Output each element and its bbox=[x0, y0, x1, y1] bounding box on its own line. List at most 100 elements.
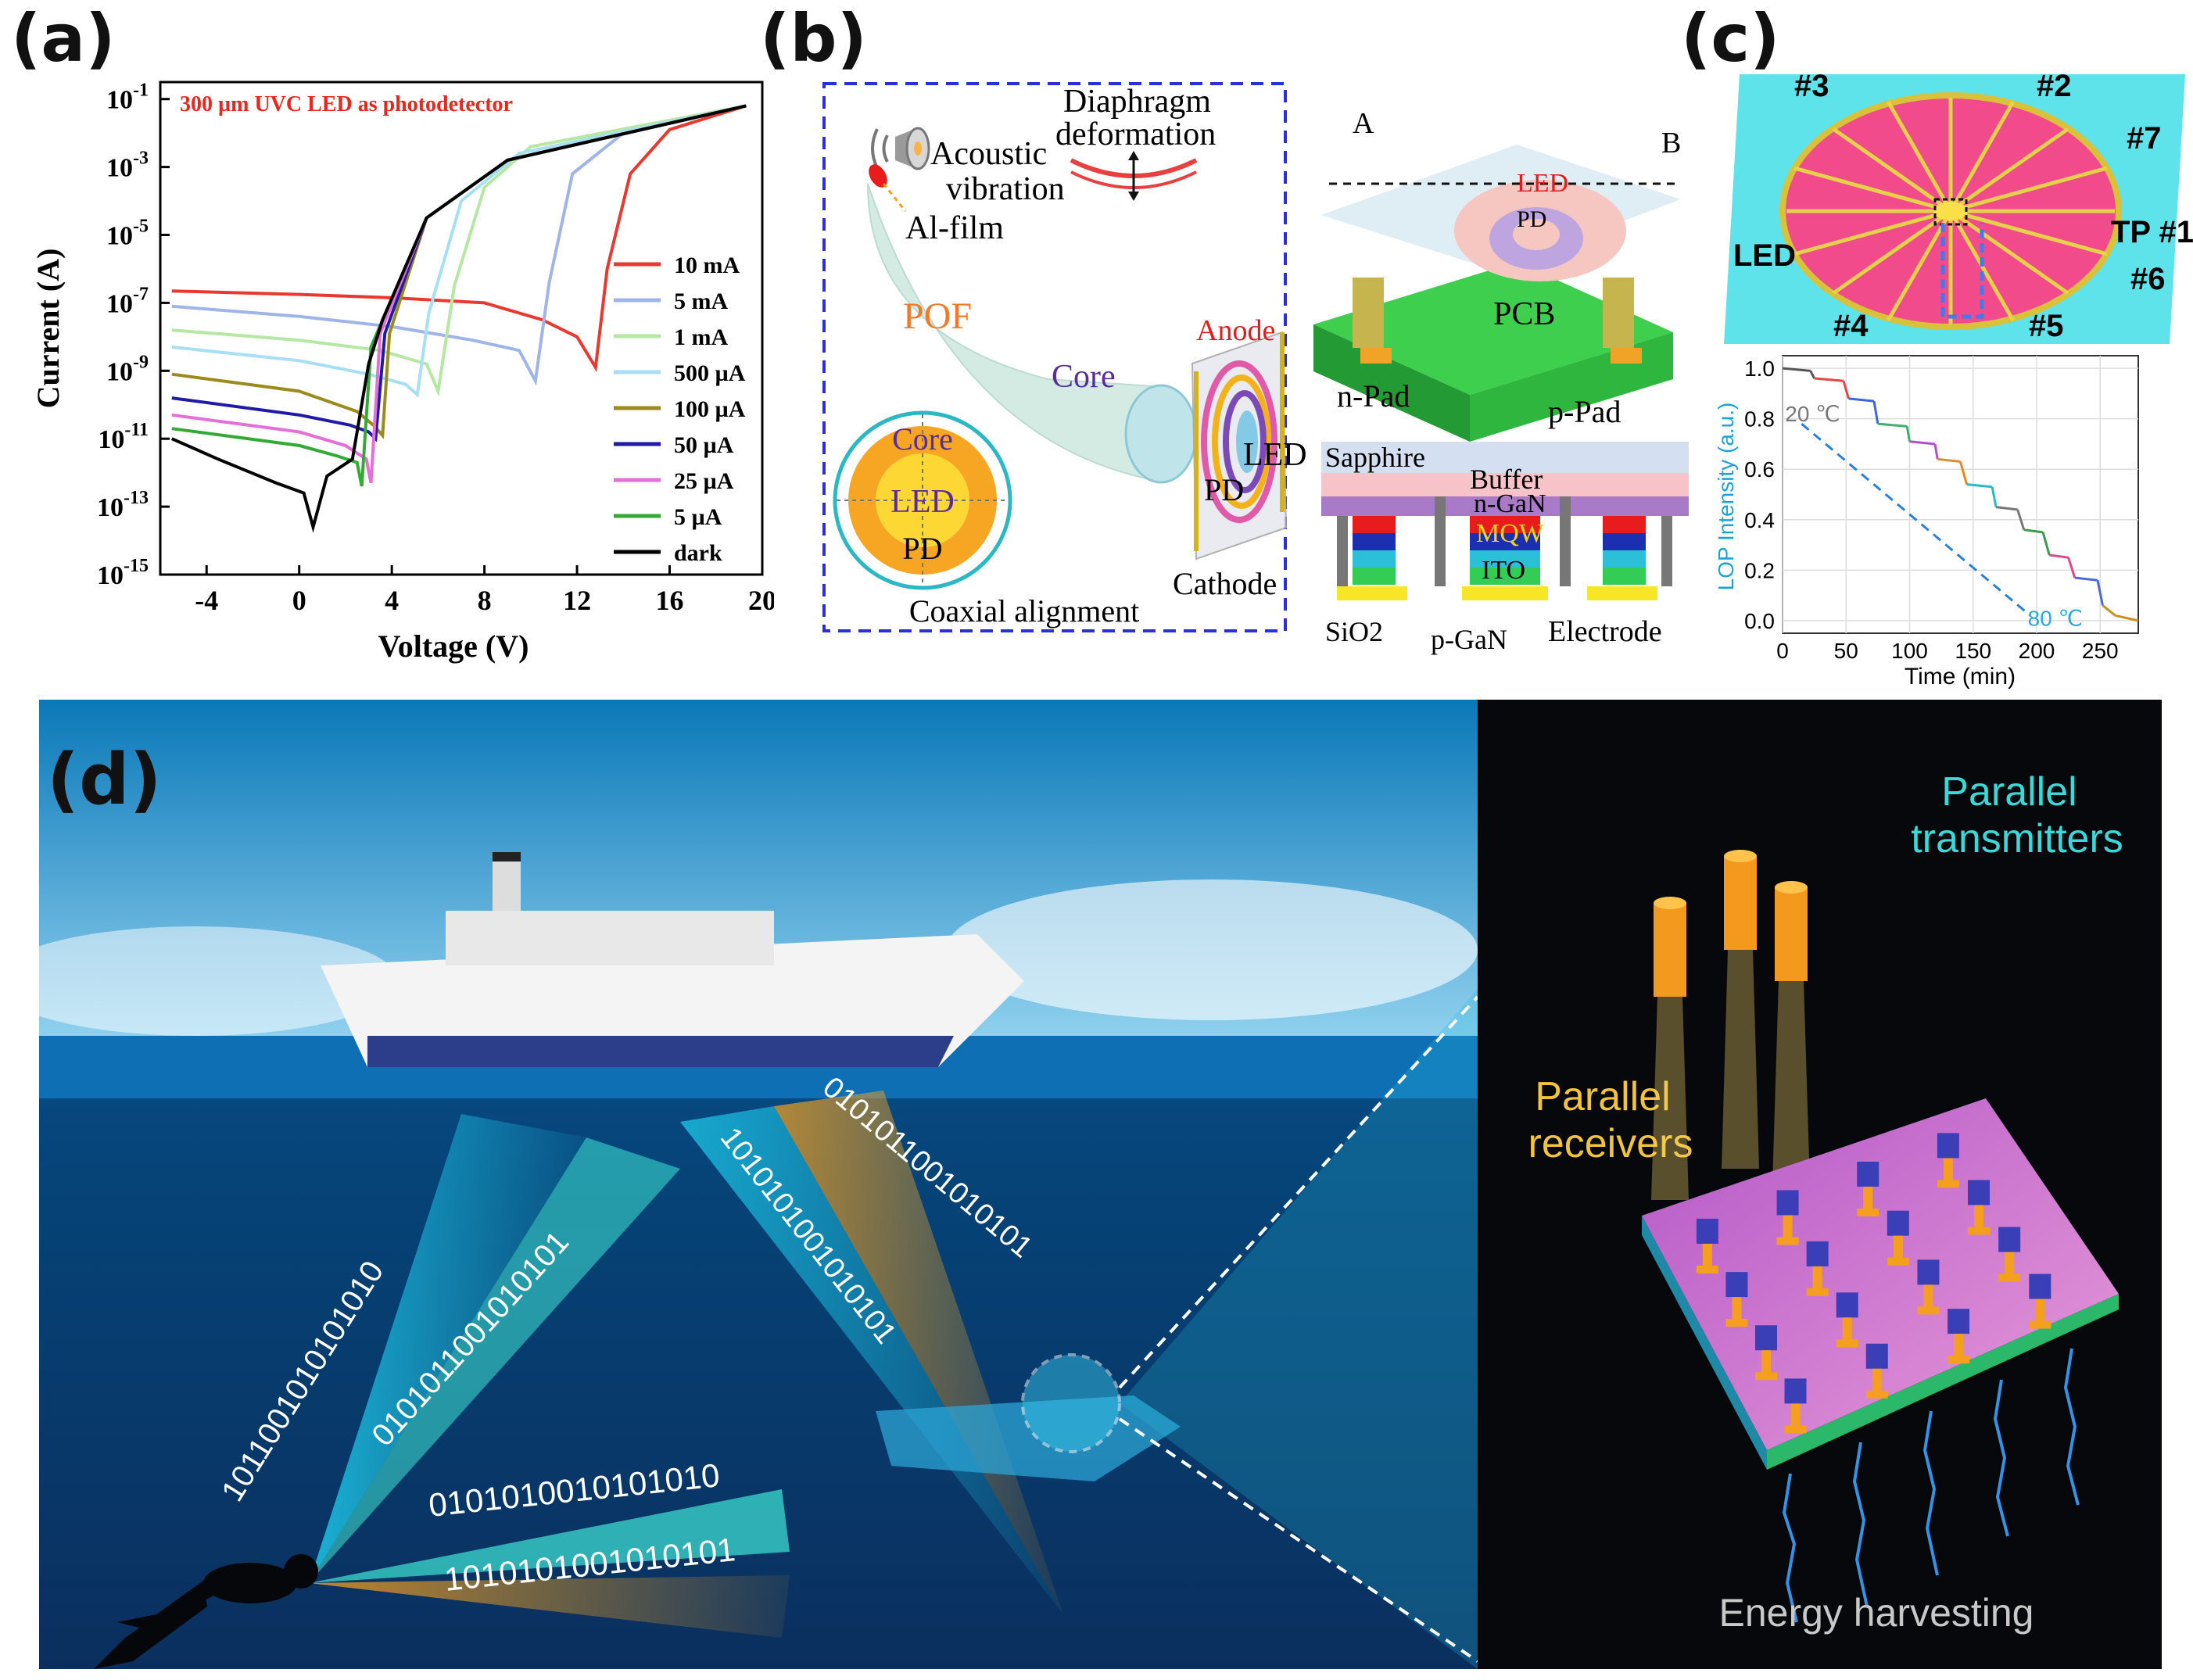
legend-label: 10 mA bbox=[674, 253, 740, 278]
x-tick-label: 50 bbox=[1834, 639, 1858, 663]
y-tick-label: 0.6 bbox=[1744, 457, 1775, 482]
pixel-electrode bbox=[1943, 1158, 1953, 1185]
panel-c-top: #3 #2 #7 TP #1 LED #6 #4 #5 bbox=[1716, 69, 2193, 344]
lop-segment bbox=[2023, 528, 2044, 534]
receivers-line-1: Parallel bbox=[1535, 1074, 1670, 1119]
n-pad-label: n-Pad bbox=[1337, 378, 1410, 414]
zoom-cone bbox=[1120, 989, 1478, 1669]
iv-curve-5-µA bbox=[171, 104, 747, 487]
y-tick-label: 10-15 bbox=[97, 556, 149, 590]
speaker-icon bbox=[871, 127, 930, 170]
pin-7-label: #7 bbox=[2127, 121, 2162, 156]
sapphire-label: Sapphire bbox=[1325, 442, 1425, 473]
energy-lightning bbox=[1782, 1348, 2080, 1623]
panel-d: 1011001010101010 0101011001010101 010101… bbox=[0, 700, 2162, 1669]
core-label: Core bbox=[1052, 359, 1116, 395]
pixel-pad bbox=[1937, 1180, 1959, 1188]
transmitters-line-2: transmitters bbox=[1911, 816, 2123, 861]
led-pixel bbox=[1968, 1180, 1991, 1205]
led-pixel bbox=[1857, 1161, 1879, 1187]
deformation-label: deformation bbox=[1055, 116, 1216, 152]
y-tick-label: 10-5 bbox=[106, 217, 149, 251]
anode-label: Anode bbox=[1196, 314, 1275, 347]
legend-label: 5 µA bbox=[674, 504, 722, 530]
pixel-pad bbox=[1784, 1425, 1807, 1434]
x-tick-label: 0 bbox=[292, 585, 306, 616]
led-pixel bbox=[1725, 1272, 1748, 1298]
lop-segment bbox=[1814, 377, 1844, 382]
lop-segment bbox=[1959, 461, 1969, 485]
x-tick-label: 12 bbox=[563, 585, 591, 616]
x-tick-label: 200 bbox=[2019, 639, 2055, 663]
panel-c-chart: 0 50 100 150 200 250 0.0 0.2 0.4 0.6 0.8 1.0 20 ℃ 80… bbox=[1708, 348, 2146, 692]
panel-label-b: (b) bbox=[760, 0, 867, 77]
led-pixel bbox=[1836, 1292, 1858, 1318]
buffer-label: Buffer bbox=[1470, 464, 1543, 495]
led-pixel bbox=[1917, 1259, 1940, 1285]
ngan-label: n-GaN bbox=[1474, 489, 1546, 518]
pixel-electrode bbox=[1872, 1368, 1882, 1395]
lop-segment bbox=[1995, 506, 2018, 511]
pin-5-label: #5 bbox=[2029, 309, 2064, 343]
legend-label: 100 µA bbox=[674, 396, 746, 422]
lop-y-axis-label: LOP Intensity (a.u.) bbox=[1714, 403, 1738, 591]
led-pixel bbox=[1806, 1241, 1829, 1266]
beam-1 bbox=[309, 1114, 586, 1583]
pixel-electrode bbox=[2005, 1252, 2015, 1279]
iv-curve-1-mA bbox=[171, 104, 747, 397]
coaxial-label: Coaxial alignment bbox=[909, 593, 1139, 629]
led-pd-stack bbox=[1191, 331, 1288, 561]
lop-segment bbox=[2016, 509, 2026, 531]
core-label-circle: Core bbox=[892, 421, 953, 457]
pixel-pad bbox=[1887, 1257, 1909, 1266]
lop-segment bbox=[1872, 400, 1879, 424]
trend-arrow bbox=[1801, 422, 2031, 617]
panel-b: Acoustic vibration Diaphragm deformation… bbox=[813, 74, 1697, 692]
x-tick-label: 8 bbox=[478, 585, 492, 616]
transmitters-line-1: Parallel bbox=[1941, 769, 2077, 815]
led-pixel bbox=[1754, 1325, 1777, 1351]
led-pixel bbox=[1998, 1227, 2021, 1252]
y-axis-label: Current (A) bbox=[30, 249, 66, 409]
panel-label-a: (a) bbox=[11, 0, 116, 77]
electrode-label: Electrode bbox=[1548, 615, 1662, 648]
x-tick-label: 20 bbox=[748, 585, 774, 616]
pixel-electrode bbox=[1702, 1243, 1712, 1270]
pixel-pad bbox=[2029, 1320, 2051, 1329]
led-label-pkg: LED bbox=[1517, 169, 1568, 198]
pixel-pad bbox=[1857, 1208, 1879, 1216]
panel-a: 300 µm UVC LED as photodetector Voltage … bbox=[0, 63, 776, 680]
pixel-electrode bbox=[1732, 1297, 1742, 1324]
al-film-label: Al-film bbox=[905, 210, 1004, 246]
pixel-pad bbox=[1968, 1227, 1991, 1235]
pin-4-label: #4 bbox=[1833, 309, 1869, 343]
pixel-electrode bbox=[1842, 1317, 1852, 1345]
pixel-pad bbox=[1696, 1265, 1718, 1273]
zoom-circle bbox=[1021, 1353, 1121, 1453]
iv-curve-5-mA bbox=[171, 104, 747, 386]
p-pad-label: p-Pad bbox=[1548, 394, 1621, 429]
pixel-electrode bbox=[1790, 1403, 1801, 1431]
led-pixel bbox=[1948, 1309, 1970, 1334]
lop-segment bbox=[1877, 422, 1908, 428]
pixel-pad bbox=[1776, 1237, 1799, 1245]
sio2-label: SiO2 bbox=[1325, 616, 1383, 647]
pixel-electrode bbox=[1761, 1350, 1771, 1377]
y-tick-label: 10-13 bbox=[97, 488, 149, 522]
x-axis-label: Voltage (V) bbox=[378, 629, 529, 664]
led-pixel bbox=[1937, 1133, 1959, 1159]
y-tick-label: 10-11 bbox=[98, 420, 149, 454]
schematic-dashed-box bbox=[822, 82, 1287, 632]
beam-2 bbox=[309, 1137, 680, 1583]
legend-label: dark bbox=[674, 540, 722, 566]
receivers-line-2: receivers bbox=[1528, 1121, 1693, 1166]
plot-frame bbox=[159, 81, 764, 576]
energy-harvesting-label: Energy harvesting bbox=[1718, 1591, 2034, 1635]
pd-label-circle: PD bbox=[902, 531, 942, 566]
annotation-80c: 80 ℃ bbox=[2028, 606, 2083, 630]
legend-label: 500 µA bbox=[674, 360, 746, 386]
led-label-circle: LED bbox=[890, 484, 955, 520]
lop-segment bbox=[1966, 483, 1993, 489]
x-tick-label: 16 bbox=[656, 585, 684, 616]
layer-cross-section bbox=[1321, 442, 1689, 600]
